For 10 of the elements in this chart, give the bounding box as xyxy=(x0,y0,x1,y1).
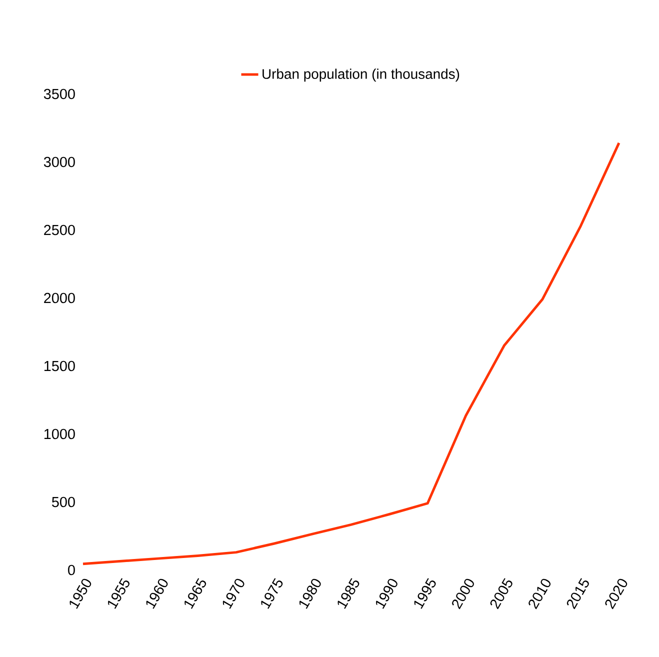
y-tick-label: 2000 xyxy=(44,292,75,304)
y-tick-label: 3000 xyxy=(44,156,75,168)
y-tick-label: 1500 xyxy=(44,360,75,372)
legend-label: Urban population (in thousands) xyxy=(262,68,460,82)
y-tick-label: 500 xyxy=(52,496,75,508)
line-series xyxy=(82,142,620,566)
y-tick-label: 1000 xyxy=(44,428,75,440)
y-tick-label: 2500 xyxy=(44,224,75,236)
y-tick-label: 3500 xyxy=(44,88,75,100)
y-tick-label: 0 xyxy=(68,564,75,576)
